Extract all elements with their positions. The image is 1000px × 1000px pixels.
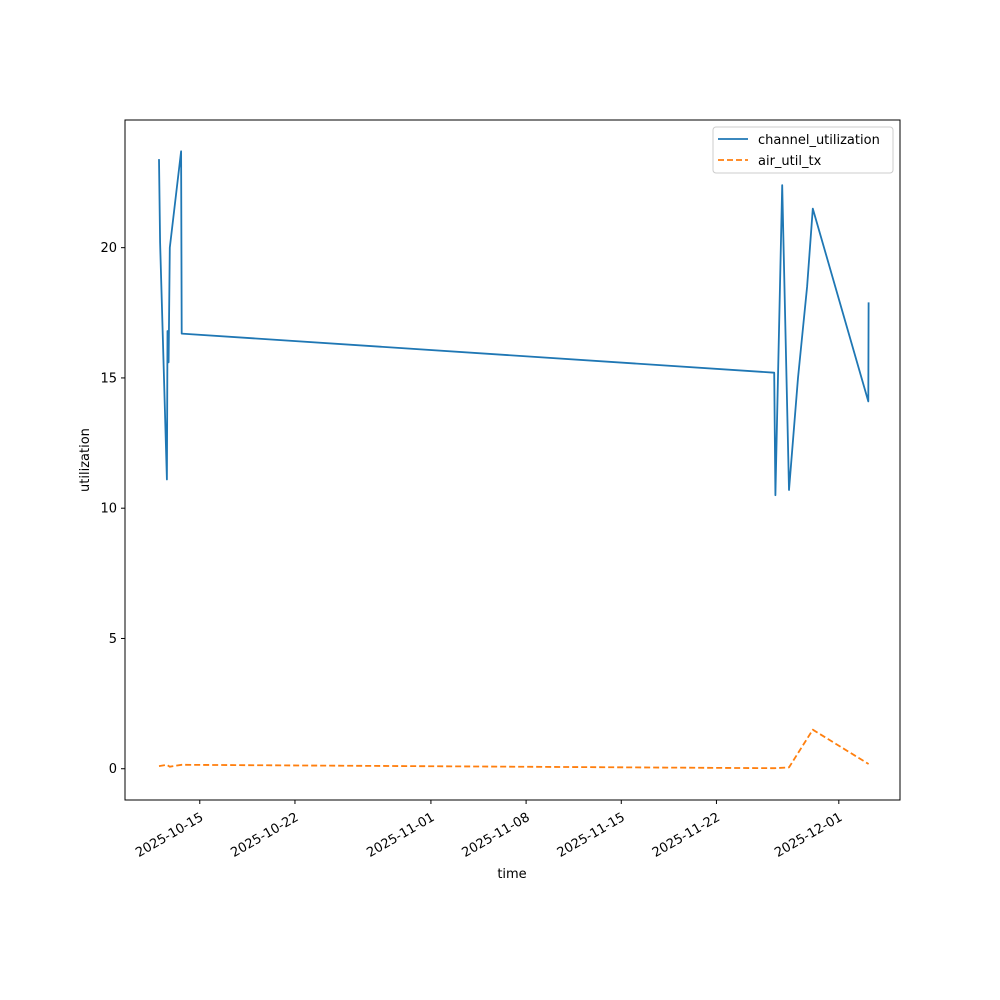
plot-area — [125, 120, 900, 800]
legend-label-air-util-tx: air_util_tx — [758, 154, 822, 169]
y-tick-label: 0 — [109, 762, 117, 777]
plot-frame — [124, 119, 901, 801]
y-tick-label: 15 — [100, 371, 117, 386]
y-axis-title: utilization — [78, 428, 93, 492]
series-line-air-util-tx — [158, 728, 870, 770]
y-tick-label: 20 — [100, 241, 117, 256]
y-tick-label: 5 — [109, 632, 117, 647]
legend-box — [712, 126, 894, 174]
legend-label-channel-utilization: channel_utilization — [758, 133, 880, 148]
y-axis: 0 5 10 15 20 — [100, 241, 125, 777]
x-axis-title: time — [497, 867, 526, 882]
series-line-channel-utilization — [158, 150, 870, 497]
y-tick-label: 10 — [100, 502, 117, 517]
series-layer — [158, 150, 870, 770]
legend: channel_utilization air_util_tx — [712, 126, 894, 174]
